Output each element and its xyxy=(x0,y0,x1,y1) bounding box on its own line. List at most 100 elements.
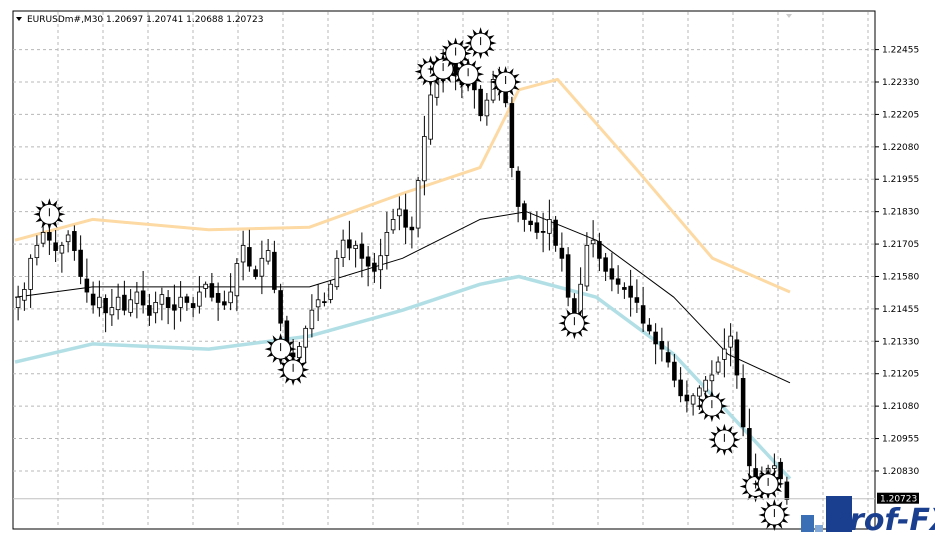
signal-marker xyxy=(277,353,310,386)
candle-body xyxy=(15,296,21,308)
candle-body xyxy=(478,88,483,117)
y-tick-label: 1.21080 xyxy=(882,402,919,412)
watermark-text: Prof-FX xyxy=(828,503,935,538)
candle-body xyxy=(322,301,327,304)
candle-body xyxy=(78,249,83,277)
candle-body xyxy=(697,387,702,397)
candle-body xyxy=(234,263,240,297)
moving-average-line xyxy=(14,211,791,384)
candle-body xyxy=(522,203,527,220)
grid xyxy=(13,12,875,528)
candle-body xyxy=(222,301,227,306)
candle-body xyxy=(122,294,127,311)
y-tick-label: 1.21705 xyxy=(882,240,919,250)
candle-body xyxy=(659,341,665,350)
candle-body xyxy=(647,324,652,332)
candle-body xyxy=(253,269,258,277)
candle-body xyxy=(484,99,490,117)
signal-marker xyxy=(708,423,741,456)
y-tick-label: 1.21455 xyxy=(882,305,919,315)
candle-body xyxy=(72,231,77,251)
candle-body xyxy=(422,136,427,182)
candle-body xyxy=(703,379,708,392)
y-tick-label: 1.21580 xyxy=(882,272,919,282)
candle-body xyxy=(715,361,721,373)
candle-body xyxy=(528,220,533,226)
candle-body xyxy=(153,302,158,314)
candle-body xyxy=(747,428,752,467)
chart-shift-triangle-icon[interactable] xyxy=(786,14,792,18)
candle-body xyxy=(22,289,27,301)
signal-marker xyxy=(464,27,497,60)
y-tick-label: 1.20830 xyxy=(882,467,919,477)
candle-body xyxy=(90,293,96,306)
candle-body xyxy=(34,244,40,259)
candle-body xyxy=(784,481,790,500)
candle-body xyxy=(509,103,515,168)
candle-body xyxy=(628,285,633,298)
candle-body xyxy=(740,378,746,428)
candle-body xyxy=(403,209,408,228)
candle-body xyxy=(203,283,208,289)
y-tick-label: 1.21830 xyxy=(882,208,919,218)
price-axis: 1.22455 1.22330 1.22205 1.22080 1.21955 1.218… xyxy=(875,46,919,477)
candle-body xyxy=(547,219,552,234)
candle-body xyxy=(397,208,402,217)
candle-body xyxy=(147,305,152,316)
candle-body xyxy=(297,346,302,359)
candle-body xyxy=(709,374,715,382)
signal-marker xyxy=(264,333,297,366)
candle-body xyxy=(178,296,183,308)
y-tick-label: 1.21330 xyxy=(882,337,919,347)
candle-body xyxy=(778,461,783,480)
candle-body xyxy=(615,278,621,285)
candle-body xyxy=(678,379,683,397)
y-tick-label: 1.22330 xyxy=(882,78,919,88)
candle-body xyxy=(347,239,352,249)
moving-average-line xyxy=(14,274,792,480)
candle-body xyxy=(690,395,696,405)
candle-body xyxy=(415,180,421,229)
y-tick-label: 1.22455 xyxy=(882,46,919,56)
logo-block xyxy=(826,496,852,532)
candle-body xyxy=(115,296,121,311)
candle-body xyxy=(684,394,690,402)
y-tick-label: 1.21205 xyxy=(882,370,919,380)
candle-body xyxy=(334,257,340,288)
candle-body xyxy=(65,234,71,243)
candle-body xyxy=(328,283,333,300)
candle-body xyxy=(384,232,390,256)
candle-body xyxy=(653,331,658,345)
candle-body xyxy=(540,231,546,233)
candle-body xyxy=(109,307,115,316)
candle-body xyxy=(84,278,90,293)
candle-body xyxy=(247,247,252,267)
candle-body xyxy=(559,247,565,259)
dropdown-triangle-icon[interactable] xyxy=(16,17,22,21)
candle-body xyxy=(190,303,196,308)
candle-body xyxy=(634,297,640,303)
candle-body xyxy=(390,219,396,231)
candle-body xyxy=(672,361,677,381)
candle-body xyxy=(603,257,608,272)
candle-body xyxy=(159,294,165,305)
candle-body xyxy=(622,287,627,290)
candle-body xyxy=(278,290,283,324)
signal-marker xyxy=(452,58,485,91)
candle-body xyxy=(590,239,596,245)
symbol-info-header: EURUSDm#,M30 1.20697 1.20741 1.20688 1.2… xyxy=(27,15,263,25)
candle-body xyxy=(197,291,202,307)
signal-marker xyxy=(752,467,785,500)
candle-body xyxy=(172,304,177,311)
candle-body xyxy=(165,297,171,308)
candle-body xyxy=(609,268,615,280)
y-tick-label: 1.21955 xyxy=(882,175,919,185)
signal-marker xyxy=(489,66,522,98)
candle-body xyxy=(534,222,540,233)
signal-marker xyxy=(695,390,728,423)
logo-square-small xyxy=(815,525,823,532)
candle-body xyxy=(365,256,371,267)
candle-body xyxy=(47,232,52,241)
